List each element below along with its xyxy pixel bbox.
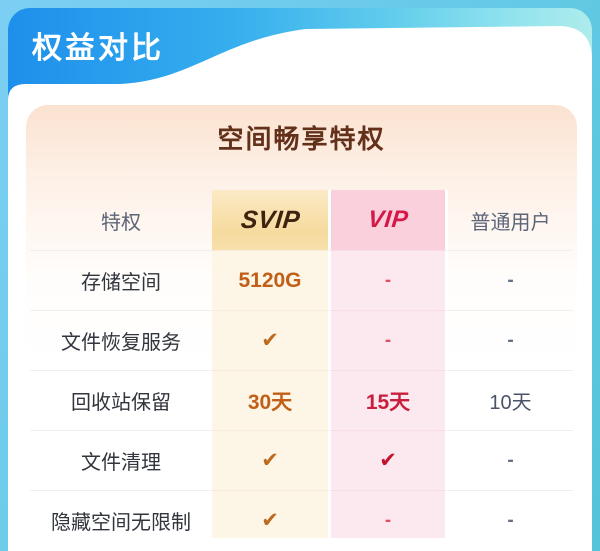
table-cell-vip-row1: -: [328, 250, 448, 310]
privilege-label: 存储空间: [81, 272, 161, 294]
table-cell-svip-row1: 5120G: [212, 250, 328, 310]
table-cell-svip-row2: ✔: [212, 310, 328, 370]
benefits-card: 空间畅享特权 特权 SVIP VIP 普通用户存储空间 5120G - - 文件恢复服务 ✔ - -…: [26, 105, 577, 538]
privilege-label: 文件清理: [81, 452, 161, 474]
table-cell-label-row4: 文件清理: [30, 430, 212, 490]
check-icon: ✔: [261, 509, 279, 532]
table-cell-normal-row1: -: [448, 250, 573, 310]
header-cell-svip: SVIP: [212, 190, 328, 250]
table-cell-label-row3: 回收站保留: [30, 370, 212, 430]
dash-icon: -: [507, 269, 514, 291]
table-cell-svip-row4: ✔: [212, 430, 328, 490]
value-text: 10天: [489, 392, 532, 414]
header-cell-label: 特权: [30, 190, 212, 250]
table-cell-label-row5: 隐藏空间无限制: [30, 490, 212, 538]
privilege-label: 回收站保留: [71, 392, 171, 414]
dash-icon: -: [507, 329, 514, 351]
table-cell-label-row1: 存储空间: [30, 250, 212, 310]
value-text: 30天: [247, 390, 293, 414]
svip-logo: SVIP: [239, 205, 302, 234]
table-cell-svip-row3: 30天: [212, 370, 328, 430]
value-text: 5120G: [238, 268, 302, 292]
dash-icon: -: [384, 509, 392, 531]
privilege-label: 文件恢复服务: [61, 332, 181, 354]
page-title: 权益对比: [32, 32, 164, 65]
header-cell-vip: VIP: [328, 190, 448, 250]
table-cell-normal-row4: -: [448, 430, 573, 490]
check-icon: ✔: [379, 449, 397, 472]
column-header-label: 特权: [101, 211, 141, 234]
header-cell-normal: 普通用户: [448, 190, 573, 250]
table-cell-vip-row2: -: [328, 310, 448, 370]
table-cell-vip-row4: ✔: [328, 430, 448, 490]
table-cell-normal-row2: -: [448, 310, 573, 370]
dash-icon: -: [507, 509, 514, 531]
table-cell-normal-row3: 10天: [448, 370, 573, 430]
value-text: 15天: [365, 390, 411, 414]
column-header-label: 普通用户: [470, 211, 551, 234]
wave-decoration: [8, 26, 592, 120]
table-cell-svip-row5: ✔: [212, 490, 328, 538]
table-cell-label-row2: 文件恢复服务: [30, 310, 212, 370]
check-icon: ✔: [261, 329, 279, 352]
privilege-label: 隐藏空间无限制: [51, 512, 191, 534]
comparison-table: 特权 SVIP VIP 普通用户存储空间 5120G - - 文件恢复服务 ✔ - - 回收站保留 30…: [30, 190, 573, 538]
table-cell-normal-row5: -: [448, 490, 573, 538]
table-cell-vip-row5: -: [328, 490, 448, 538]
dash-icon: -: [384, 329, 392, 351]
dash-icon: -: [507, 449, 514, 471]
table-cell-vip-row3: 15天: [328, 370, 448, 430]
dash-icon: -: [384, 269, 392, 291]
vip-logo: VIP: [366, 206, 410, 233]
check-icon: ✔: [261, 449, 279, 472]
card-title: 空间畅享特权: [217, 124, 386, 154]
